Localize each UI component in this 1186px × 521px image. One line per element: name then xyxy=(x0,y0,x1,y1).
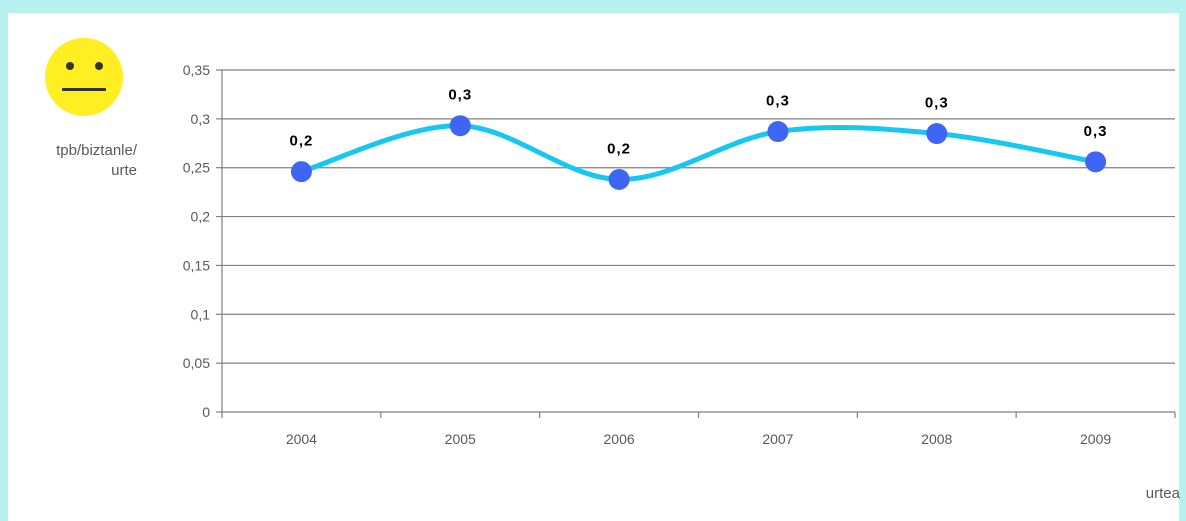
y-tick-label: 0,2 xyxy=(191,209,211,225)
x-tick-label: 2007 xyxy=(762,431,793,447)
data-label: 0,2 xyxy=(289,133,313,150)
x-tick-label: 2005 xyxy=(445,431,476,447)
data-point xyxy=(1085,151,1107,173)
y-tick-label: 0,05 xyxy=(183,355,210,371)
x-tick-label: 2008 xyxy=(921,431,952,447)
series-line xyxy=(298,123,1099,182)
data-point xyxy=(608,168,630,190)
x-axis-title: urtea xyxy=(1146,485,1181,502)
series xyxy=(290,115,1107,190)
y-axis-title-line-2: urte xyxy=(111,162,137,179)
data-label: 0,3 xyxy=(448,87,472,104)
data-point xyxy=(449,115,471,137)
data-point xyxy=(290,161,312,183)
axes: 0 0,05 0,1 0,15 0,2 0,25 0,3 0,35 2004 2005 2006 20… xyxy=(183,62,1176,447)
y-tick-label: 0,15 xyxy=(183,257,210,273)
y-axis-title-line-1: tpb/biztanle/ xyxy=(56,142,138,159)
labels: 0,2 0,3 0,2 0,3 0,3 0,3 xyxy=(289,87,1108,158)
data-label: 0,3 xyxy=(1084,123,1108,140)
x-tick-label: 2009 xyxy=(1080,431,1111,447)
data-point xyxy=(926,123,948,145)
data-point xyxy=(767,121,789,143)
gridlines xyxy=(222,69,1175,364)
y-tick-label: 0,1 xyxy=(191,306,211,322)
y-tick-label: 0,3 xyxy=(191,111,211,127)
y-tick-label: 0 xyxy=(202,404,210,420)
data-label: 0,2 xyxy=(607,140,631,157)
x-tick-label: 2004 xyxy=(286,431,317,447)
data-label: 0,3 xyxy=(925,95,949,112)
neutral-face-icon xyxy=(45,38,123,116)
chart-panel xyxy=(8,13,1179,521)
y-tick-label: 0,25 xyxy=(183,160,210,176)
data-label: 0,3 xyxy=(766,93,790,110)
x-tick-label: 2006 xyxy=(604,431,635,447)
y-tick-label: 0,35 xyxy=(183,62,210,78)
